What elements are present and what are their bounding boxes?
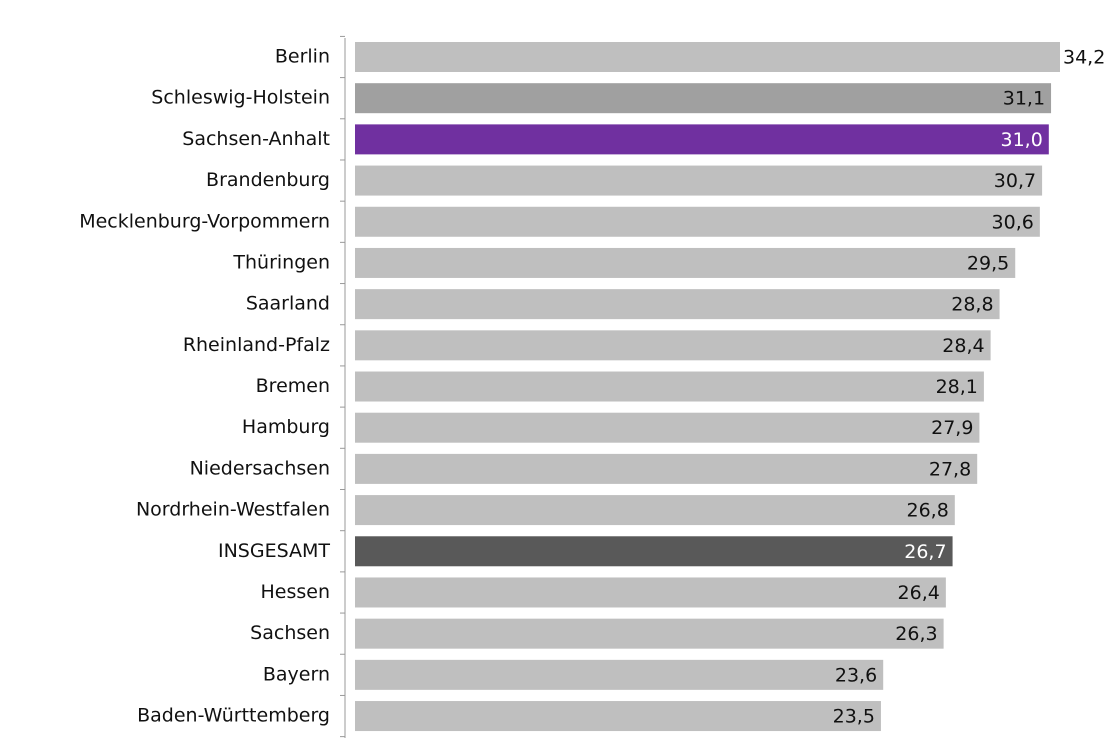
bar xyxy=(355,412,980,443)
value-label: 26,4 xyxy=(898,582,940,604)
y-tick-label: Saarland xyxy=(246,293,330,315)
y-tick-label: Nordrhein-Westfalen xyxy=(136,499,330,521)
value-label: 30,7 xyxy=(994,170,1036,192)
y-tick-label: Sachsen xyxy=(250,622,330,644)
y-tick-label: Brandenburg xyxy=(206,169,330,191)
value-label: 23,6 xyxy=(835,664,877,686)
bar xyxy=(355,371,984,402)
value-label: 26,3 xyxy=(895,623,937,645)
bar xyxy=(355,247,1016,278)
value-label: 23,5 xyxy=(833,706,875,728)
y-tick-label: Berlin xyxy=(275,46,330,68)
value-label: 31,1 xyxy=(1003,88,1045,110)
value-label: 28,1 xyxy=(936,376,978,398)
y-tick-label: Bremen xyxy=(256,375,330,397)
value-label: 30,6 xyxy=(992,211,1034,233)
y-tick-label: Niedersachsen xyxy=(190,457,330,479)
bar xyxy=(355,659,884,690)
value-label: 26,8 xyxy=(906,500,948,522)
y-tick-label: Baden-Württemberg xyxy=(137,705,330,727)
value-label: 34,2 xyxy=(1063,47,1105,69)
y-tick-label: Thüringen xyxy=(232,251,330,273)
y-tick-label: Schleswig-Holstein xyxy=(151,87,330,109)
bar xyxy=(355,206,1040,237)
bar xyxy=(355,83,1052,114)
value-label: 27,8 xyxy=(929,458,971,480)
bar xyxy=(355,42,1060,72)
bar xyxy=(355,701,881,732)
bar xyxy=(355,577,946,608)
y-tick-label: INSGESAMT xyxy=(218,540,330,562)
y-tick-label: Hamburg xyxy=(242,416,330,438)
value-label: 28,4 xyxy=(942,335,984,357)
bar xyxy=(355,165,1043,196)
bar xyxy=(355,536,953,567)
y-tick-label: Bayern xyxy=(263,663,330,685)
y-tick-label: Mecklenburg-Vorpommern xyxy=(79,210,330,232)
value-label: 26,7 xyxy=(904,541,946,563)
bar xyxy=(355,289,1000,320)
value-label: 29,5 xyxy=(967,252,1009,274)
y-tick-label: Hessen xyxy=(260,581,330,603)
bar xyxy=(355,495,955,526)
value-label: 31,0 xyxy=(1000,129,1042,151)
bar xyxy=(355,124,1049,155)
bar xyxy=(355,330,991,361)
y-tick-label: Sachsen-Anhalt xyxy=(182,128,330,150)
bar xyxy=(355,618,944,649)
value-label: 27,9 xyxy=(931,417,973,439)
bar xyxy=(355,453,978,484)
y-tick-label: Rheinland-Pfalz xyxy=(183,334,330,356)
value-label: 28,8 xyxy=(951,294,993,316)
